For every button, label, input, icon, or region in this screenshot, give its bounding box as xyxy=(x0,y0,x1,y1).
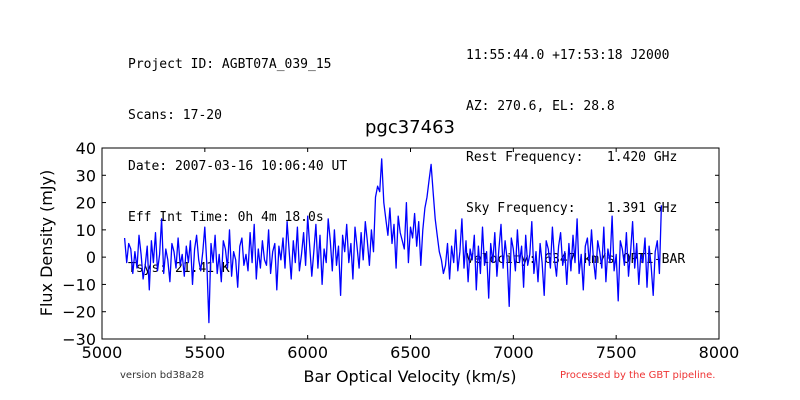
chart-title: pgc37463 xyxy=(365,117,455,138)
x-axis-label: Bar Optical Velocity (km/s) xyxy=(304,367,517,386)
y-tick-label: 30 xyxy=(76,166,96,185)
x-tick-label: 8000 xyxy=(699,343,740,362)
pipeline-label: Processed by the GBT pipeline. xyxy=(560,370,716,381)
y-tick-label: −10 xyxy=(62,275,96,294)
az-el: AZ: 270.6, EL: 28.8 xyxy=(466,99,615,114)
observation-date: Date: 2007-03-16 10:06:40 UT xyxy=(128,159,348,174)
integration-time: Eff Int Time: 0h 4m 18.0s xyxy=(128,210,324,225)
sky-frequency: Sky Frequency: 1.391 GHz xyxy=(466,201,678,216)
version-label: version bd38a28 xyxy=(120,370,205,381)
x-tick-label: 7500 xyxy=(596,343,637,362)
project-id: Project ID: AGBT07A_039_15 xyxy=(128,57,332,72)
plot-area xyxy=(123,158,663,324)
coordinates: 11:55:44.0 +17:53:18 J2000 xyxy=(466,48,670,63)
scans: Scans: 17-20 xyxy=(128,108,222,123)
x-tick-label: 5500 xyxy=(184,343,225,362)
x-axis: 5000 5500 6000 6500 7000 7500 8000 xyxy=(82,148,740,362)
x-tick-label: 6000 xyxy=(287,343,328,362)
spectrum-line xyxy=(123,158,663,324)
x-tick-label: 7000 xyxy=(493,343,534,362)
x-tick-label: 5000 xyxy=(82,343,123,362)
y-tick-label: 10 xyxy=(76,221,96,240)
y-tick-label: 20 xyxy=(76,194,96,213)
x-tick-label: 6500 xyxy=(390,343,431,362)
rest-frequency: Rest Frequency: 1.420 GHz xyxy=(466,150,678,165)
header-right: 11:55:44.0 +17:53:18 J2000 AZ: 270.6, EL… xyxy=(466,13,685,285)
y-axis-label: Flux Density (mJy) xyxy=(37,170,56,317)
header-left: Project ID: AGBT07A_039_15 Scans: 17-20 … xyxy=(128,22,347,294)
y-tick-label: 40 xyxy=(76,139,96,158)
y-axis: −30 −20 −10 0 10 20 30 40 xyxy=(62,139,719,349)
y-tick-label: 0 xyxy=(86,248,96,267)
y-tick-label: −30 xyxy=(62,330,96,349)
y-tick-label: −20 xyxy=(62,303,96,322)
